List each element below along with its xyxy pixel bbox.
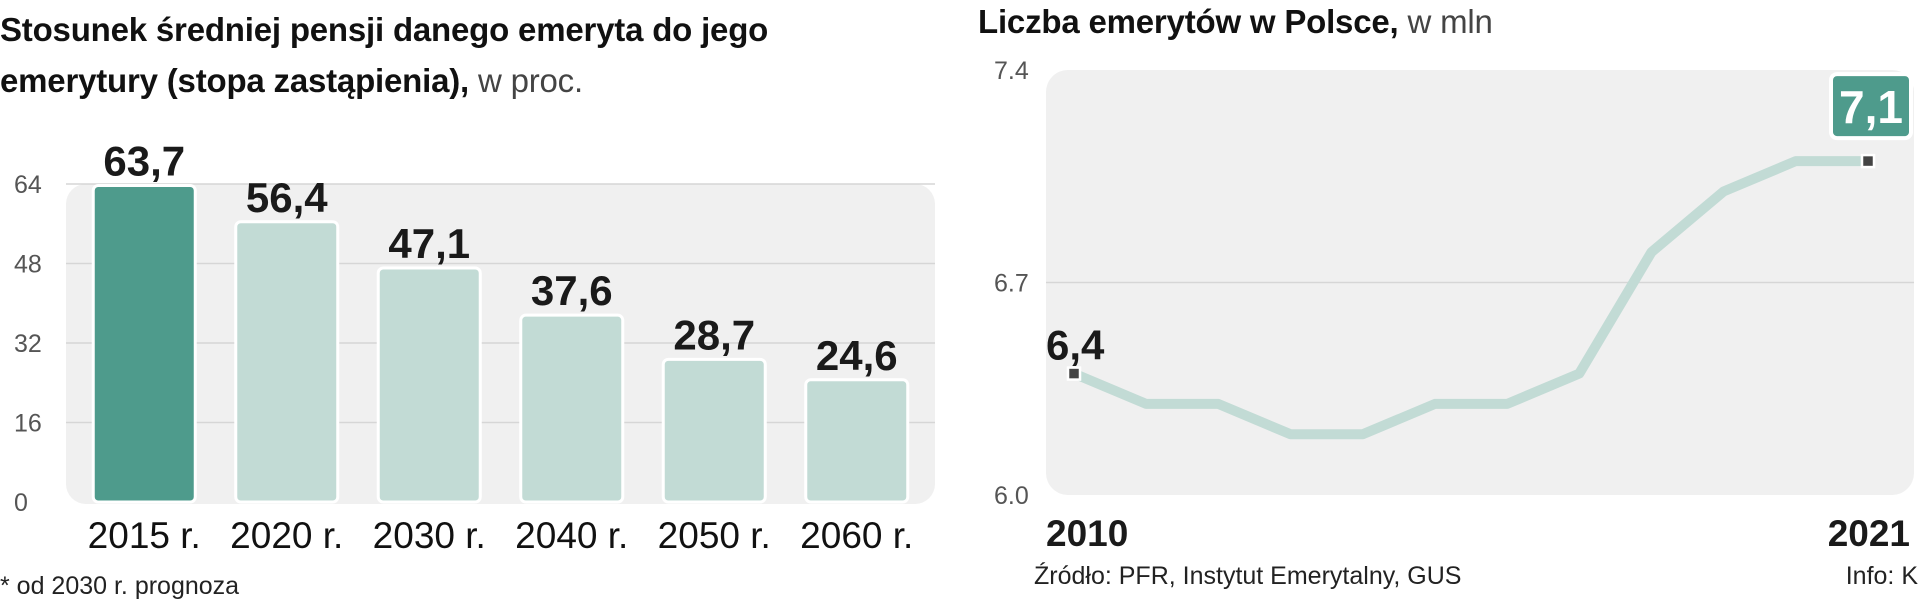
line-chart-xtick-label: 2021 <box>1828 513 1910 554</box>
bar-chart-category-label: 2040 r. <box>515 515 628 556</box>
bar-chart-ytick-label: 0 <box>14 489 28 517</box>
line-chart-point <box>1066 366 1082 381</box>
bar-chart-category-label: 2015 r. <box>88 515 201 556</box>
bar-chart-value-label: 28,7 <box>673 311 755 358</box>
bar-chart-bar <box>376 266 482 504</box>
bar-chart-bar <box>519 313 625 504</box>
bar-chart-ytick-label: 48 <box>14 251 42 279</box>
line-chart-end-value-label: 7,1 <box>1839 81 1903 133</box>
bar-chart-title: Stosunek średniej pensji danego emeryta … <box>0 4 900 106</box>
source-note: Źródło: PFR, Instytut Emerytalny, GUS <box>1034 562 1462 590</box>
line-chart-end-badge <box>1829 72 1913 141</box>
bar-chart-category-label: 2050 r. <box>658 515 771 556</box>
line-chart-title: Liczba emerytów w Polsce, w mln <box>978 0 1878 47</box>
line-chart-point <box>1860 153 1876 169</box>
bar-chart-category-label: 2030 r. <box>373 515 486 556</box>
bar-chart: 0 16 32 48 64 63,7 2015 r. 56,4 2020 r. 47,1 2030 … <box>14 137 935 556</box>
bar-chart-bar <box>91 183 197 504</box>
line-chart-start-value-label: 6,4 <box>1046 322 1105 369</box>
bar-chart-value-label: 56,4 <box>246 174 328 221</box>
bar-chart-value-label: 37,6 <box>531 267 613 314</box>
bar-chart-category-label: 2020 r. <box>230 515 343 556</box>
bar-chart-value-label: 24,6 <box>816 332 898 379</box>
bar-chart-ytick-label: 16 <box>14 410 42 438</box>
line-chart-ytick-label: 6.0 <box>994 482 1029 510</box>
bar-chart-footnote: * od 2030 r. prognoza <box>0 572 240 600</box>
info-credit: Info: K <box>1845 562 1918 590</box>
bar-chart-value-label: 63,7 <box>103 137 185 184</box>
bar-chart-category-label: 2060 r. <box>800 515 913 556</box>
bar-chart-ytick-label: 32 <box>14 330 42 358</box>
line-chart-title-main: Liczba emerytów w Polsce, <box>978 3 1399 40</box>
line-chart-title-unit: w mln <box>1398 3 1493 40</box>
bar-chart-title-unit: w proc. <box>469 62 583 99</box>
bar-chart-bar <box>661 357 767 504</box>
line-chart-ytick-label: 7.4 <box>994 57 1029 85</box>
bar-chart-bar <box>234 220 340 504</box>
line-chart-ytick-label: 6.7 <box>994 270 1029 298</box>
line-chart-xtick-label: 2010 <box>1046 513 1128 554</box>
bar-chart-value-label: 47,1 <box>388 220 470 267</box>
bar-chart-ytick-label: 64 <box>14 171 42 199</box>
line-chart-series-line <box>1069 156 1873 440</box>
line-chart: 6.0 6.7 7.4 6,4 7,1 2010 2021 <box>994 57 1914 554</box>
bar-chart-bar <box>804 378 910 504</box>
bar-chart-title-main: Stosunek średniej pensji danego emeryta … <box>0 11 769 99</box>
